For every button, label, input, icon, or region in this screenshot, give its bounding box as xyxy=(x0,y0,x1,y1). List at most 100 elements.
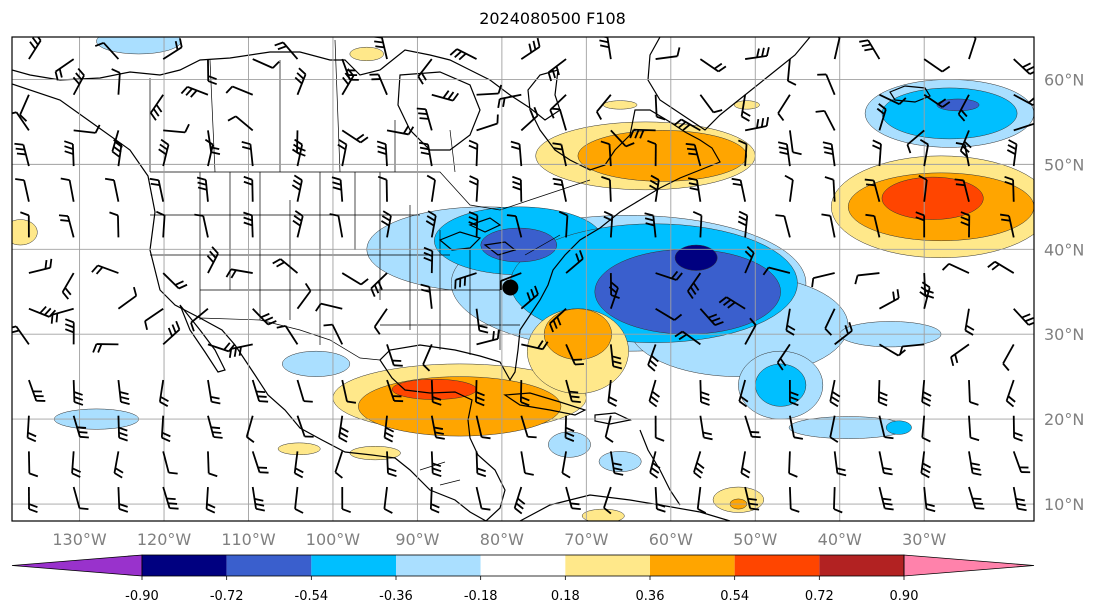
wind-barb xyxy=(878,451,893,476)
wind-barb xyxy=(776,343,791,371)
wind-barb xyxy=(788,451,798,478)
wind-barb xyxy=(775,214,791,238)
wind-barb xyxy=(519,380,530,407)
anomaly-contours xyxy=(12,37,1034,521)
wind-barb xyxy=(92,343,119,353)
colorbar-segment xyxy=(480,555,566,576)
colorbar-tick-label: 0.90 xyxy=(890,589,919,604)
colorbar-tick-label: -0.90 xyxy=(125,589,159,604)
lon-tick-label: 30°W xyxy=(902,530,946,549)
wind-barb xyxy=(833,451,847,477)
wind-barb xyxy=(547,58,567,82)
wind-barb xyxy=(520,451,534,476)
wind-barb xyxy=(376,140,388,167)
wind-barb xyxy=(964,308,975,336)
wind-barb xyxy=(789,487,800,513)
wind-barb xyxy=(564,415,575,442)
wind-barb xyxy=(923,93,951,108)
wind-barb xyxy=(291,174,303,202)
contour-area-0.18 xyxy=(349,46,384,62)
lon-tick-label: 80°W xyxy=(480,530,524,549)
wind-barb xyxy=(877,380,888,407)
wind-barb xyxy=(476,114,499,132)
wind-barb xyxy=(745,46,770,60)
wind-barb xyxy=(117,286,138,310)
wind-barb xyxy=(334,451,344,479)
wind-barb xyxy=(27,451,39,478)
wind-barb xyxy=(1002,343,1015,372)
wind-barb xyxy=(155,210,166,238)
wind-barb xyxy=(520,415,537,439)
contour-area-0.18 xyxy=(277,442,321,456)
wind-barb xyxy=(565,486,581,511)
wind-barb xyxy=(737,210,749,238)
wind-barb xyxy=(558,210,569,238)
coastlines xyxy=(12,37,931,521)
wind-barb xyxy=(859,39,881,60)
wind-barb xyxy=(960,211,971,238)
wind-barb xyxy=(687,272,702,300)
colorbar-tick-label: -0.54 xyxy=(295,589,329,604)
contour-area--0.36 xyxy=(885,420,912,435)
contour-area-0.18 xyxy=(581,508,625,521)
wind-barb xyxy=(205,486,216,514)
wind-barb xyxy=(731,177,747,202)
wind-barb xyxy=(274,41,299,60)
great-lakes-outline xyxy=(438,217,517,256)
wind-barb xyxy=(1013,308,1034,326)
wind-barb xyxy=(957,94,970,122)
wind-barb xyxy=(28,305,57,318)
wind-barb xyxy=(272,258,299,274)
wind-barb xyxy=(879,289,900,310)
wind-barb xyxy=(315,302,343,312)
wind-barb xyxy=(162,320,181,346)
wind-barb xyxy=(950,343,970,367)
wind-barb xyxy=(647,139,657,167)
colorbar-segment xyxy=(819,555,904,576)
wind-barb xyxy=(785,308,796,336)
wind-barb xyxy=(824,176,836,202)
wind-barb xyxy=(190,308,209,332)
wind-barb xyxy=(872,139,882,167)
colorbar-segment xyxy=(142,555,227,576)
wind-barb xyxy=(72,486,89,510)
north-america-coastline xyxy=(12,49,721,521)
wind-barb xyxy=(72,380,84,406)
wind-barb xyxy=(423,246,434,274)
wind-barb xyxy=(829,415,839,443)
wind-barb xyxy=(968,380,979,406)
contour-area--0.36 xyxy=(881,87,1018,140)
wind-barb xyxy=(341,487,352,514)
wind-barb xyxy=(655,307,683,321)
wind-barb xyxy=(15,178,30,202)
wind-barb xyxy=(821,213,836,238)
wind-barb xyxy=(596,94,612,120)
wind-barb xyxy=(245,415,255,443)
contour-area--0.18 xyxy=(548,431,591,458)
wind-barb xyxy=(600,140,612,167)
wind-barb xyxy=(674,330,701,346)
wind-barb xyxy=(599,37,612,60)
baja-coastline xyxy=(179,304,226,373)
wind-barb xyxy=(648,379,660,408)
wind-barb xyxy=(692,210,703,238)
wind-barb xyxy=(426,174,436,202)
wind-barb xyxy=(923,486,936,513)
colorbar-segment xyxy=(311,555,396,576)
wind-barb xyxy=(520,37,541,60)
wind-barb xyxy=(513,486,526,515)
wind-barb xyxy=(386,379,404,403)
us-mexico-border xyxy=(199,317,381,361)
lat-tick-label: 50°N xyxy=(1044,155,1084,174)
wind-barb xyxy=(921,415,931,443)
wind-barb xyxy=(373,308,388,335)
wind-barb xyxy=(386,125,415,136)
wind-barb xyxy=(811,272,835,288)
wind-barb xyxy=(737,139,748,167)
wind-barb xyxy=(655,270,683,281)
wind-barb xyxy=(654,486,666,513)
wind-barb xyxy=(1004,175,1015,202)
wind-barb xyxy=(520,106,539,132)
wind-barb xyxy=(476,329,500,346)
wind-barb xyxy=(73,124,101,134)
